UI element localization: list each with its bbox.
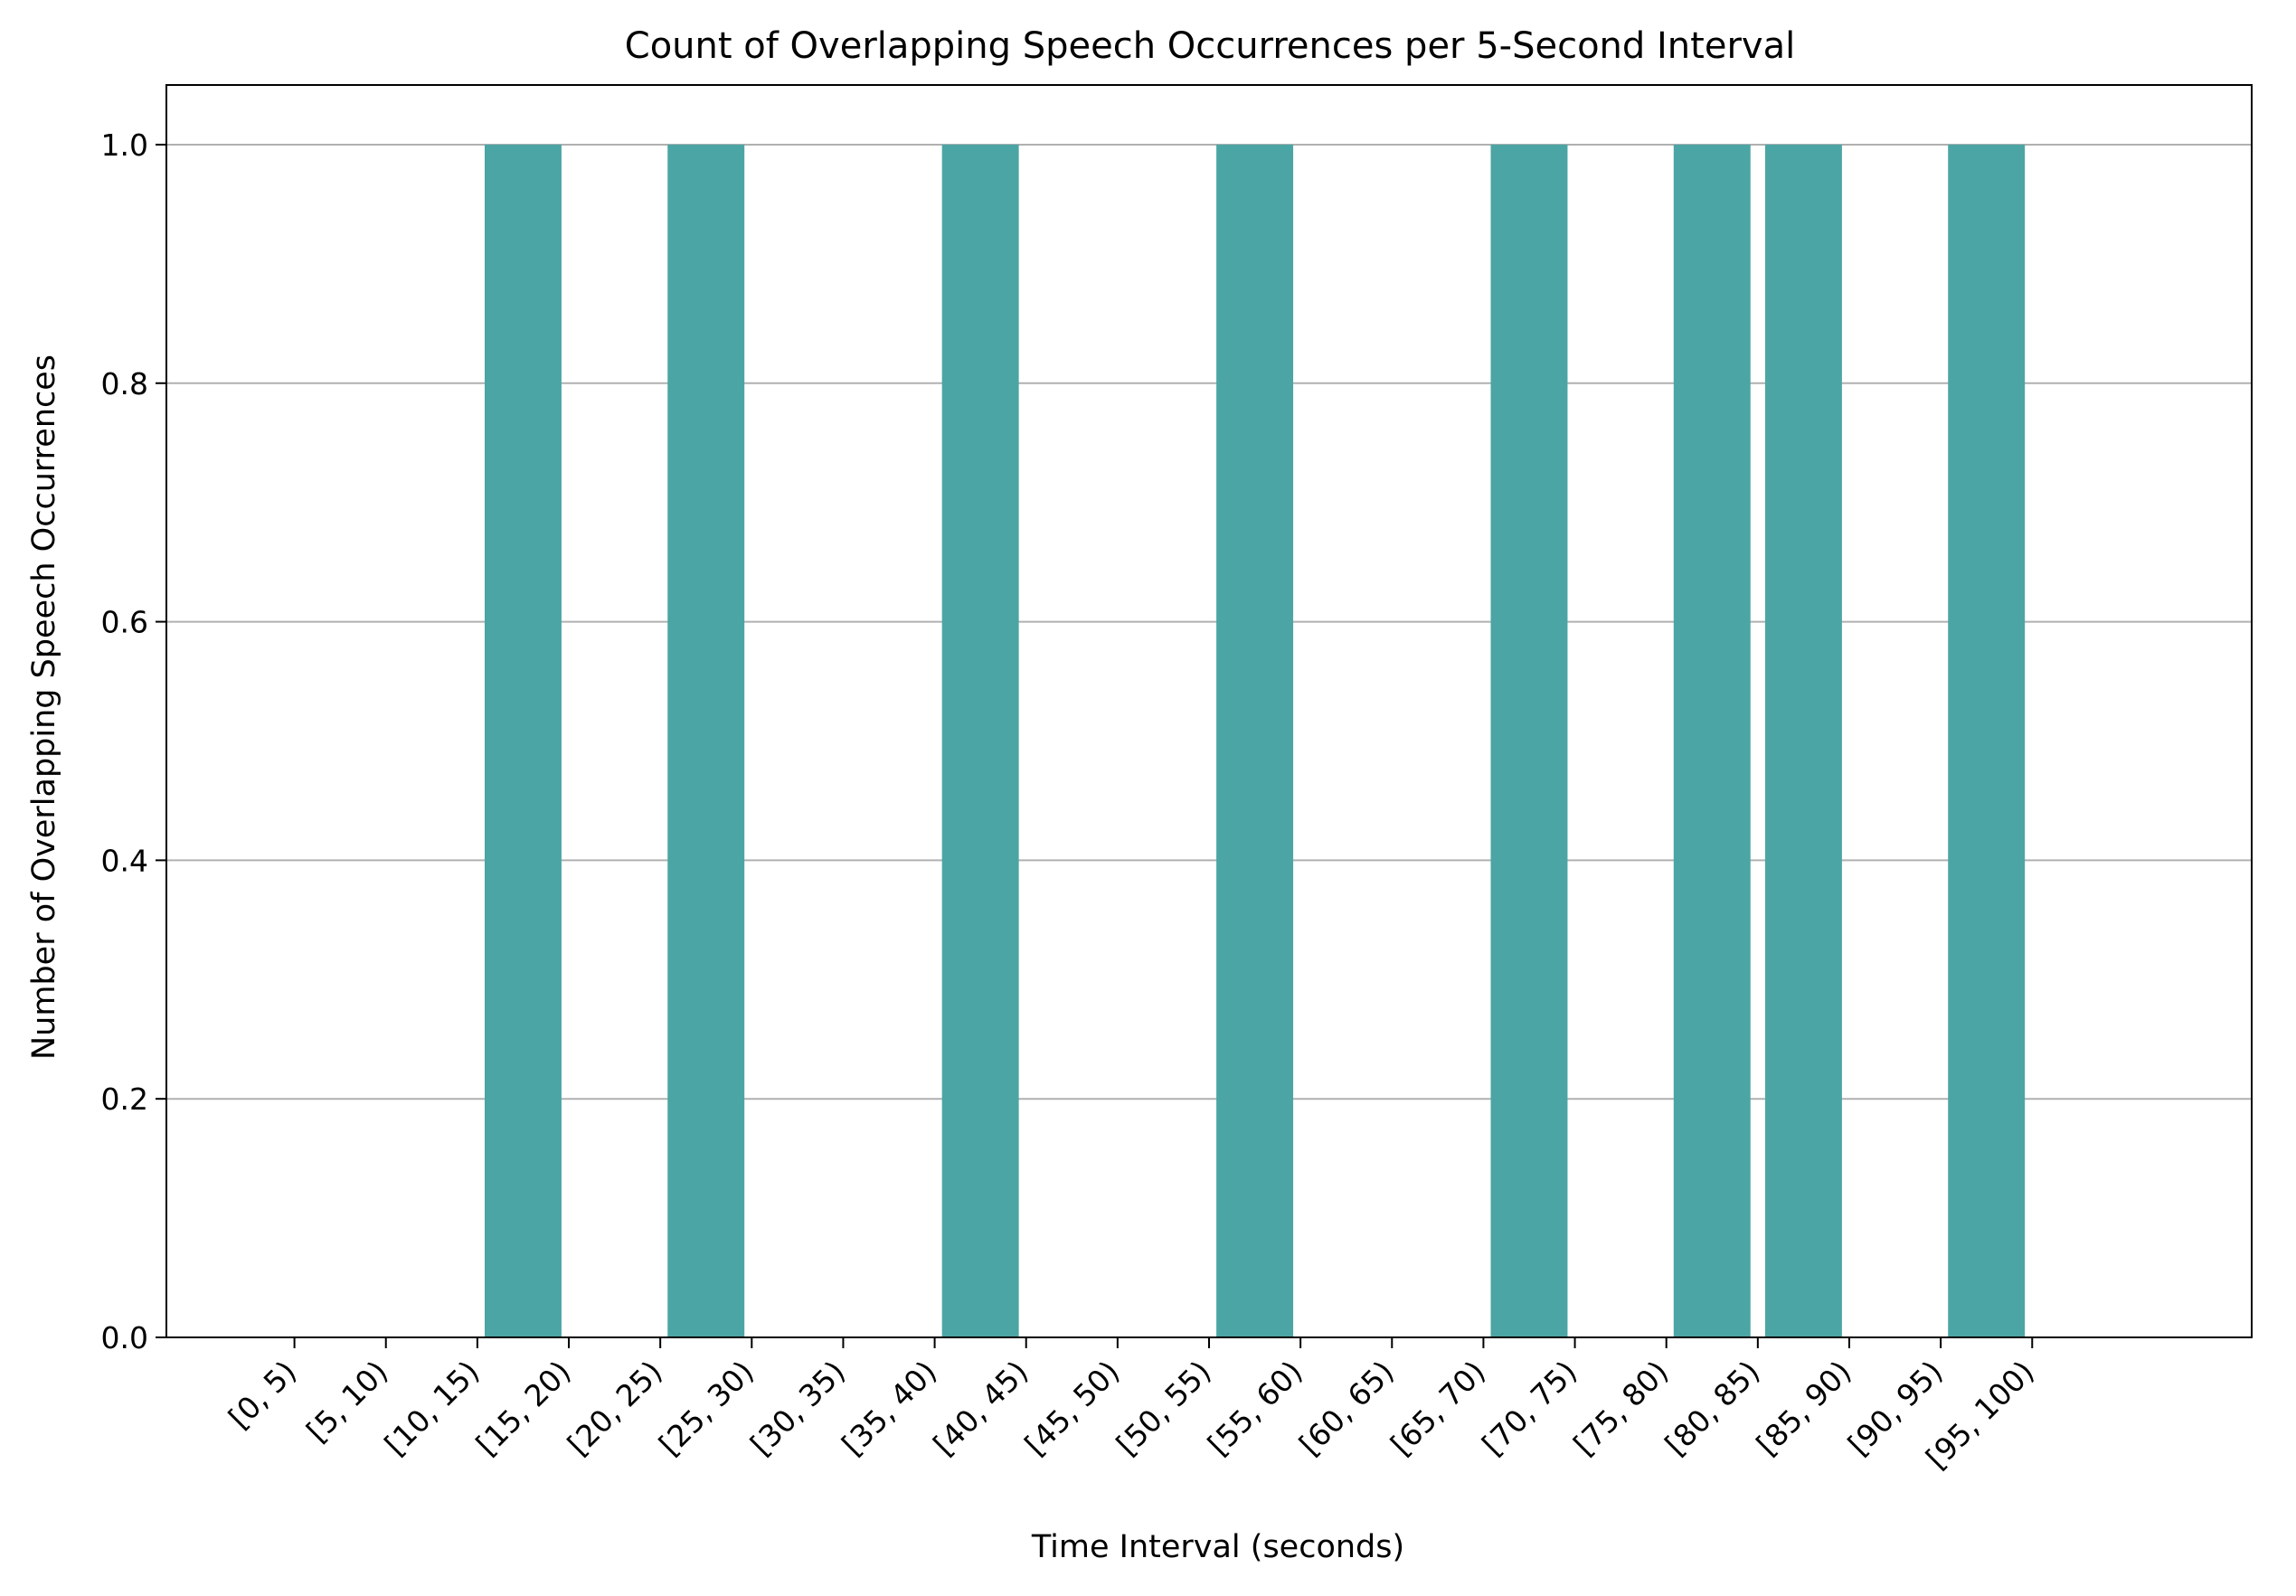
y-axis-label: Number of Overlapping Speech Occurrences — [26, 354, 62, 1060]
x-axis-label: Time Interval (seconds) — [1031, 1529, 1404, 1565]
y-tick-label: 0.2 — [101, 1081, 148, 1117]
y-tick-label: 0.8 — [101, 366, 148, 401]
bars-layer — [484, 144, 2026, 1337]
bar — [1764, 144, 1842, 1337]
bar — [941, 144, 1019, 1337]
bar — [484, 144, 562, 1337]
chart-title: Count of Overlapping Speech Occurrences … — [625, 25, 1795, 67]
bar — [1673, 144, 1751, 1337]
bar — [1948, 144, 2026, 1337]
bar — [667, 144, 745, 1337]
bar — [1216, 144, 1294, 1337]
y-tick-label: 1.0 — [101, 127, 148, 163]
y-tick-label: 0.6 — [101, 605, 148, 640]
y-tick-label: 0.0 — [101, 1320, 148, 1355]
bar — [1490, 144, 1568, 1337]
y-tick-label: 0.4 — [101, 843, 148, 878]
